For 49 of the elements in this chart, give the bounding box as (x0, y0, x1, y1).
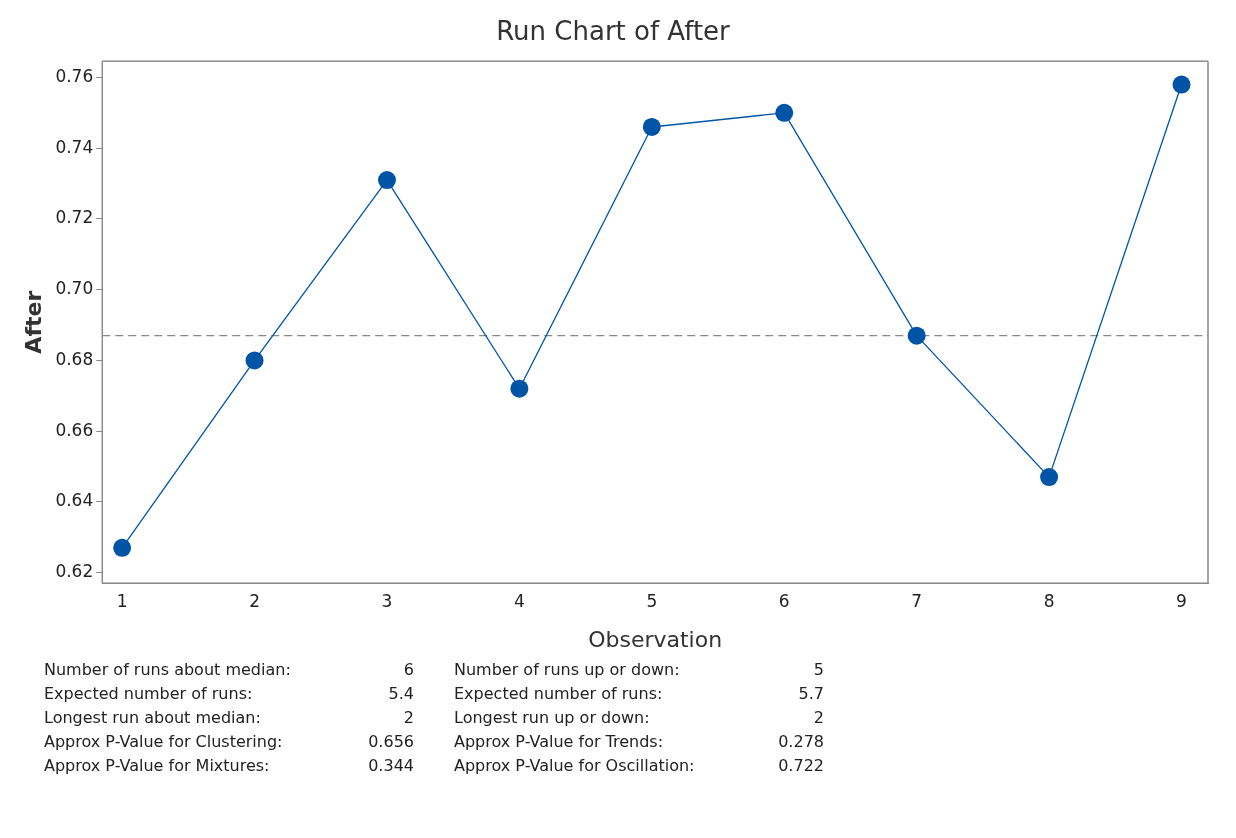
text: Number of runs up or down: (453, 659, 681, 681)
text: Number of runs about median: (44, 659, 292, 681)
x-tick-label: 1 (116, 590, 128, 611)
y-tick-label: 0.74 (55, 136, 94, 157)
x-tick-label: 9 (1176, 590, 1187, 611)
x-tick-label: 8 (1043, 590, 1055, 611)
x-tick-label: 3 (381, 590, 393, 611)
text: Longest run up or down: (453, 707, 651, 729)
point (775, 103, 794, 122)
chart-title: Run Chart of After (496, 16, 731, 47)
text: Approx P-Value for Clustering: (44, 731, 284, 753)
x-tick-label: 5 (646, 590, 658, 611)
text: 6 (402, 659, 414, 681)
point (907, 326, 926, 345)
point (245, 351, 264, 370)
text: 0.722 (777, 755, 824, 777)
point (377, 171, 396, 190)
y-axis-title: After (20, 290, 46, 354)
y-tick-label: 0.70 (55, 278, 94, 299)
text: Approx P-Value for Mixtures: (44, 755, 271, 777)
x-axis-title: Observation (588, 626, 723, 652)
text: 0.344 (367, 755, 414, 777)
text: Approx P-Value for Oscillation: (453, 755, 696, 777)
text: 2 (812, 707, 824, 729)
text: Expected number of runs: (44, 683, 254, 705)
text: 2 (402, 707, 414, 729)
y-tick-label: 0.66 (55, 419, 94, 440)
x-tick-label: 6 (778, 590, 790, 611)
point (1172, 75, 1191, 94)
x-tick-label: 7 (911, 590, 923, 611)
y-tick-label: 0.62 (55, 561, 94, 582)
x-tick-label: 2 (249, 590, 260, 611)
text: 5.4 (387, 683, 414, 705)
text: 0.278 (777, 731, 824, 753)
text: 5.7 (797, 683, 824, 705)
text: 0.656 (367, 731, 414, 753)
point (510, 379, 529, 398)
point (642, 117, 661, 136)
point (113, 538, 132, 557)
y-tick-label: 0.76 (55, 65, 94, 86)
y-tick-label: 0.64 (55, 490, 94, 511)
text: Approx P-Value for Trends: (453, 731, 665, 753)
text: Expected number of runs: (453, 683, 664, 705)
text: Longest run about median: (44, 707, 262, 729)
y-tick-label: 0.68 (55, 348, 94, 369)
x-tick-label: 4 (513, 590, 525, 611)
y-tick-label: 0.72 (55, 207, 94, 228)
text: 5 (812, 659, 824, 681)
point (1040, 468, 1059, 487)
